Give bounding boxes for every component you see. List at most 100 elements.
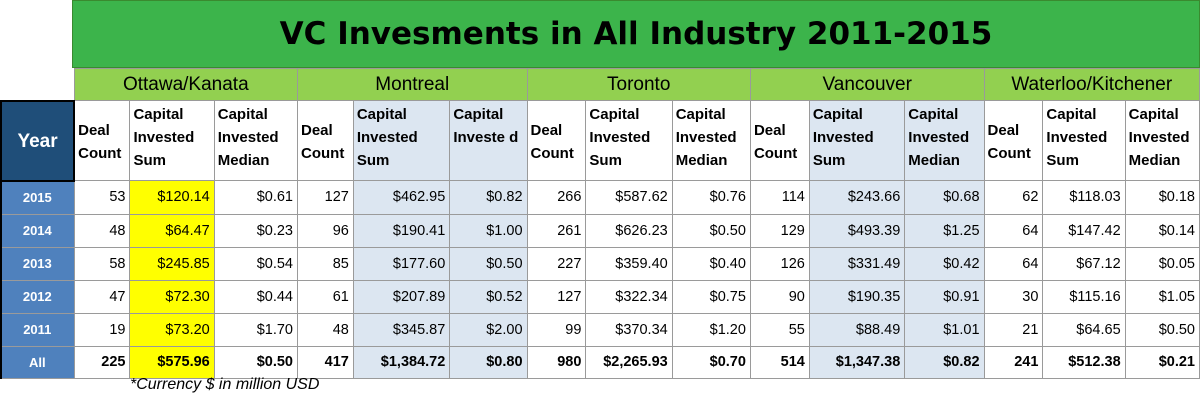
table-cell: $2.00 [449, 312, 528, 347]
table-cell: $0.18 [1124, 180, 1200, 215]
table-row: 2012 47 $72.30 $0.44 61 $207.89 $0.52 127 $322.3… [0, 279, 1200, 314]
city-name-3: Vancouver [749, 68, 985, 101]
currency-footnote: *Currency $ in million USD [130, 376, 320, 393]
table-row: 2015 53 $120.14 $0.61 127 $462.95 $0.82 266 $587… [0, 180, 1200, 215]
table-cell: $207.89 [352, 279, 451, 314]
table-cell: $575.96 [129, 345, 215, 379]
table-cell: $370.34 [585, 312, 673, 347]
table-cell: 129 [749, 213, 810, 248]
city-header-row: Ottawa/Kanata Montreal Toronto Vancouver Wat… [1, 68, 1200, 101]
table-cell: $1,347.38 [808, 345, 906, 379]
table-cell: $67.12 [1042, 246, 1126, 281]
table-cell: $0.82 [904, 345, 985, 379]
table-cell: $120.14 [129, 180, 215, 215]
table-cell: 47 [73, 279, 131, 314]
table-cell: $0.50 [213, 345, 299, 379]
table-cell: $0.50 [449, 246, 528, 281]
city-name-4: Waterloo/Kitchener [983, 68, 1200, 101]
table-cell: $0.40 [671, 246, 751, 281]
year-cell: 2011 [0, 312, 75, 347]
year-cell: 2014 [0, 213, 75, 248]
table-cell: 58 [73, 246, 131, 281]
table-cell: $115.16 [1042, 279, 1126, 314]
year-cell: All [0, 345, 75, 379]
year-cell: 2012 [0, 279, 75, 314]
column-header: Capital Invested Sum [352, 100, 451, 181]
table-cell: $1.25 [904, 213, 985, 248]
column-header: Deal Count [297, 100, 354, 181]
table-cell: $1.70 [213, 312, 299, 347]
vc-investment-table: Ottawa/Kanata Montreal Toronto Vancouver Wat… [0, 68, 1200, 379]
table-cell: 127 [297, 180, 354, 215]
table-cell: $0.76 [671, 180, 751, 215]
table-cell: 90 [749, 279, 810, 314]
column-header: Capital Invested Sum [808, 100, 906, 181]
table-cell: $345.87 [352, 312, 451, 347]
city-name-0: Ottawa/Kanata [73, 68, 299, 101]
table-cell: $72.30 [129, 279, 215, 314]
table-cell: $0.91 [904, 279, 985, 314]
column-header: Capital Invested Median [1124, 100, 1200, 181]
column-header: Capital Invested Median [671, 100, 751, 181]
table-cell: 53 [73, 180, 131, 215]
table-cell: $493.39 [808, 213, 906, 248]
table-cell: $118.03 [1042, 180, 1126, 215]
table-cell: $243.66 [808, 180, 906, 215]
table-cell: 30 [983, 279, 1044, 314]
table-cell: $0.54 [213, 246, 299, 281]
table-cell: $64.47 [129, 213, 215, 248]
table-cell: 417 [297, 345, 354, 379]
table-cell: $1,384.72 [352, 345, 451, 379]
table-cell: $359.40 [585, 246, 673, 281]
table-cell: $1.00 [449, 213, 528, 248]
table-cell: 61 [297, 279, 354, 314]
column-header: Capital Invested Sum [1042, 100, 1126, 181]
table-cell: 62 [983, 180, 1044, 215]
column-header: Capital Invested Sum [129, 100, 215, 181]
table-cell: 64 [983, 246, 1044, 281]
column-header: Deal Count [983, 100, 1044, 181]
city-name-2: Toronto [526, 68, 751, 101]
table-title: VC Invesments in All Industry 2011-2015 [279, 16, 993, 52]
table-cell: $2,265.93 [585, 345, 673, 379]
table-cell: $1.20 [671, 312, 751, 347]
table-cell: 85 [297, 246, 354, 281]
table-cell: 55 [749, 312, 810, 347]
table-cell: $0.21 [1124, 345, 1200, 379]
table-cell: $1.05 [1124, 279, 1200, 314]
total-row: All 225 $575.96 $0.50 417 $1,384.72 $0.80 980 $2… [0, 345, 1200, 379]
year-cell: 2013 [0, 246, 75, 281]
table-cell: 48 [297, 312, 354, 347]
table-cell: $88.49 [808, 312, 906, 347]
table-cell: $0.70 [671, 345, 751, 379]
column-header: Deal Count [526, 100, 587, 181]
table-cell: $0.68 [904, 180, 985, 215]
table-cell: $0.23 [213, 213, 299, 248]
table-cell: 96 [297, 213, 354, 248]
table-cell: 114 [749, 180, 810, 215]
table-cell: $0.52 [449, 279, 528, 314]
table-cell: $147.42 [1042, 213, 1126, 248]
blank-corner [1, 68, 75, 101]
table-cell: 21 [983, 312, 1044, 347]
table-cell: 225 [73, 345, 131, 379]
table-cell: $0.82 [449, 180, 528, 215]
table-cell: $0.42 [904, 246, 985, 281]
table-row: 2013 58 $245.85 $0.54 85 $177.60 $0.50 227 $359.… [0, 246, 1200, 281]
table-cell: $0.61 [213, 180, 299, 215]
table-cell: 227 [526, 246, 587, 281]
table-cell: $0.80 [449, 345, 528, 379]
table-cell: 241 [983, 345, 1044, 379]
column-header: Capital Invested Median [213, 100, 299, 181]
table-cell: $177.60 [352, 246, 451, 281]
table-cell: 48 [73, 213, 131, 248]
table-cell: $190.35 [808, 279, 906, 314]
column-header: Capital Investe d [449, 100, 528, 181]
table-cell: 261 [526, 213, 587, 248]
column-header: Capital Invested Median [904, 100, 985, 181]
table-cell: 514 [749, 345, 810, 379]
city-name-1: Montreal [297, 68, 528, 101]
table-cell: $245.85 [129, 246, 215, 281]
column-header: Capital Invested Sum [585, 100, 673, 181]
table-cell: $626.23 [585, 213, 673, 248]
